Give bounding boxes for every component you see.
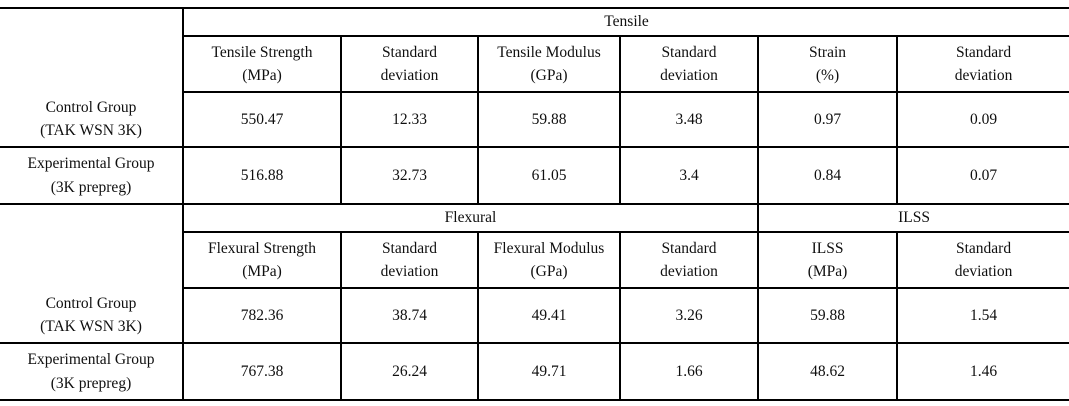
column-header-std-dev: Standard deviation [895,232,1069,289]
table-row: Experimental Group (3K prepreg) 767.38 2… [0,343,1069,401]
row-label-experimental-group: Experimental Group (3K prepreg) [0,343,183,401]
data-cell: 38.74 [340,288,478,344]
data-cell: 61.05 [477,147,620,205]
column-header-flexural-strength: Flexural Strength (MPa) [182,232,341,289]
column-header-std-dev: Standard deviation [340,232,478,289]
data-cell: 59.88 [477,92,620,148]
table-row: Control Group (TAK WSN 3K) 782.36 38.74 … [0,288,1069,344]
tensile-column-header-row: Tensile Strength (MPa) Standard deviatio… [0,36,1069,93]
data-cell: 32.73 [340,147,478,205]
group-header-ilss: ILSS [756,204,1069,233]
table-row: Control Group (TAK WSN 3K) 550.47 12.33 … [0,92,1069,148]
mechanical-properties-table: Tensile Tensile Strength (MPa) Standard … [0,7,1069,401]
row-label-control-group: Control Group (TAK WSN 3K) [0,92,183,148]
data-cell: 1.66 [619,343,758,401]
row-label-experimental-group: Experimental Group (3K prepreg) [0,147,183,205]
data-cell: 49.41 [477,288,620,344]
flexural-column-header-row: Flexural Strength (MPa) Standard deviati… [0,232,1069,289]
column-header-tensile-strength: Tensile Strength (MPa) [182,36,341,93]
data-cell: 1.54 [895,288,1069,344]
data-cell: 767.38 [182,343,341,401]
corner-spacer-cell [0,204,183,288]
data-cell: 1.46 [895,343,1069,401]
data-cell: 0.07 [895,147,1069,205]
table-row: Experimental Group (3K prepreg) 516.88 3… [0,147,1069,205]
column-header-std-dev: Standard deviation [619,232,758,289]
corner-spacer-cell [0,7,183,92]
data-cell: 26.24 [340,343,478,401]
row-label-control-group: Control Group (TAK WSN 3K) [0,288,183,344]
data-cell: 48.62 [757,343,897,401]
column-header-ilss: ILSS (MPa) [757,232,897,289]
data-cell: 49.71 [477,343,620,401]
data-cell: 0.09 [895,92,1069,148]
group-header-flexural: Flexural [182,204,758,233]
column-header-tensile-modulus: Tensile Modulus (GPa) [477,36,620,93]
column-header-std-dev: Standard deviation [340,36,478,93]
column-header-flexural-modulus: Flexural Modulus (GPa) [477,232,620,289]
data-cell: 12.33 [340,92,478,148]
data-cell: 0.97 [757,92,897,148]
data-cell: 550.47 [182,92,341,148]
column-header-strain: Strain (%) [757,36,897,93]
tensile-group-header-row: Tensile [0,7,1069,92]
data-cell: 516.88 [182,147,341,205]
flexural-ilss-group-header-row: Flexural ILSS [0,204,1069,233]
data-cell: 3.26 [619,288,758,344]
data-cell: 0.84 [757,147,897,205]
data-cell: 3.4 [619,147,758,205]
data-cell: 782.36 [182,288,341,344]
data-cell: 59.88 [757,288,897,344]
group-header-tensile: Tensile [181,7,1069,37]
column-header-std-dev: Standard deviation [895,36,1069,93]
column-header-std-dev: Standard deviation [619,36,758,93]
data-cell: 3.48 [619,92,758,148]
